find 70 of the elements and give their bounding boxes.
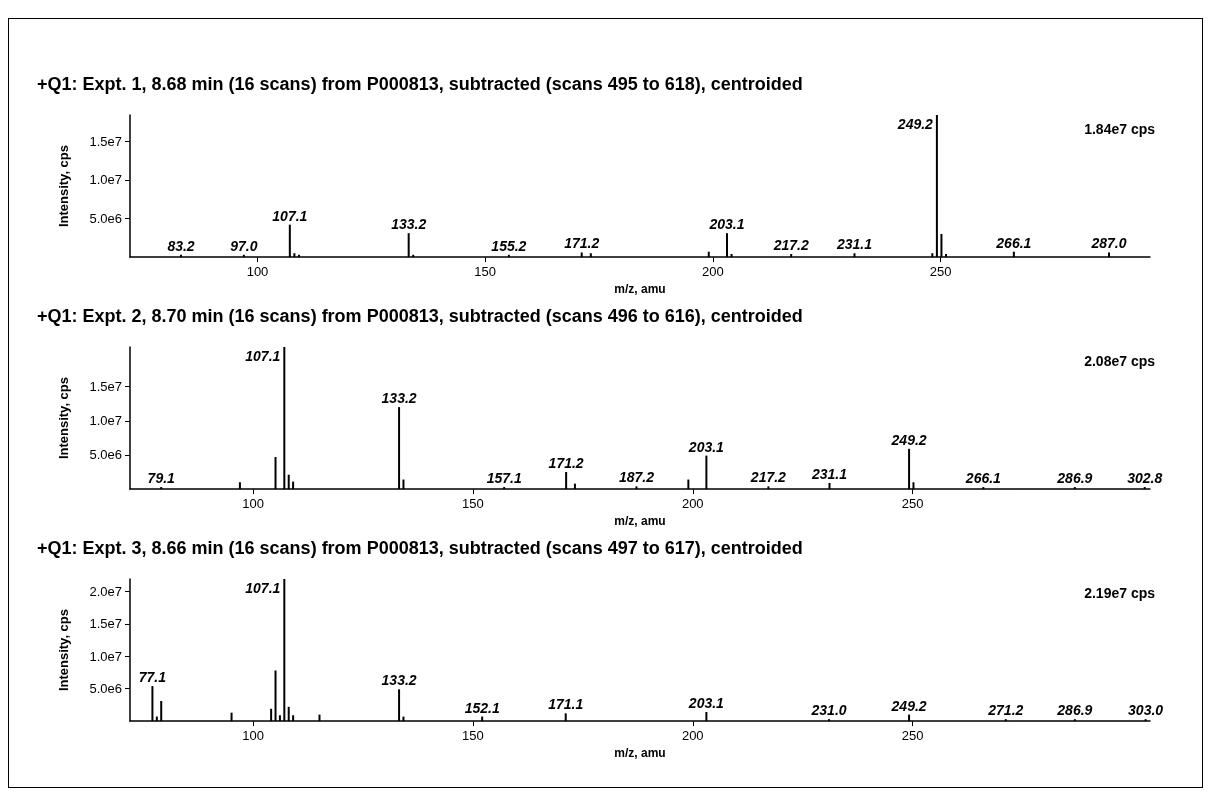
x-tick-label: 150	[474, 264, 497, 280]
y-axis-title: Intensity, cps	[56, 376, 71, 460]
annotation: 203.1	[687, 695, 725, 712]
annotation: 171.1	[548, 696, 584, 713]
chart-title: +Q1: Expt. 3, 8.66 min (16 scans) from P000813, subtracted (scans 497 to 617), centroided	[37, 538, 803, 558]
y-tick-label: 5.0e6	[89, 210, 122, 226]
x-axis-title: m/z, amu	[614, 746, 666, 760]
y-tick-label: 1.0e7	[89, 413, 122, 429]
annotation: 286.9	[1056, 470, 1093, 487]
x-tick-label: 100	[242, 728, 264, 744]
annotation: 2.08e7 cps	[1084, 353, 1156, 369]
annotation: 231.0	[810, 702, 847, 719]
annotation: 107.1	[272, 207, 308, 224]
y-tick-label: 1.0e7	[89, 648, 122, 664]
x-tick-label: 150	[462, 728, 484, 744]
y-axis-title: Intensity, cps	[56, 144, 71, 228]
y-tick-label: 2.0e7	[89, 583, 122, 599]
y-tick-label: 1.5e7	[89, 133, 122, 149]
annotation: 155.2	[491, 237, 527, 254]
annotation: 271.2	[987, 702, 1024, 719]
annotation: 187.2	[618, 469, 655, 486]
annotation: 157.1	[486, 470, 522, 487]
annotation: 286.9	[1056, 702, 1093, 719]
chart-title: +Q1: Expt. 1, 8.68 min (16 scans) from P000813, subtracted (scans 495 to 618), centroided	[37, 74, 803, 94]
annotation: 2.19e7 cps	[1084, 585, 1156, 601]
y-axis-title: Intensity, cps	[56, 608, 71, 692]
annotation: 287.0	[1090, 235, 1127, 252]
annotation: 133.2	[381, 672, 417, 689]
annotation: 217.2	[749, 469, 787, 486]
annotation: 231.1	[835, 236, 873, 253]
x-tick-label: 200	[702, 264, 724, 280]
x-tick-label: 200	[681, 728, 704, 744]
y-tick-label: 1.5e7	[89, 616, 122, 632]
annotation: 302.8	[1127, 470, 1163, 487]
annotation: 203.1	[687, 438, 725, 455]
annotation: 266.1	[964, 470, 1002, 487]
x-tick-label: 250	[929, 264, 952, 280]
annotation: 152.1	[464, 699, 500, 716]
chart-title: +Q1: Expt. 2, 8.70 min (16 scans) from P000813, subtracted (scans 496 to 616), centroided	[37, 306, 803, 326]
annotation: 249.2	[896, 116, 934, 132]
x-tick-label: 100	[246, 264, 269, 280]
y-tick-label: 5.0e6	[89, 681, 122, 697]
annotation: 133.2	[391, 216, 427, 233]
x-tick-label: 250	[901, 496, 924, 512]
x-tick-label: 200	[681, 496, 704, 512]
annotation: 133.2	[381, 390, 417, 407]
annotation: 97.0	[230, 237, 258, 254]
annotation: 83.2	[167, 237, 195, 254]
annotation: 107.1	[245, 580, 281, 596]
x-axis-title: m/z, amu	[614, 282, 666, 296]
y-tick-label: 5.0e6	[89, 447, 122, 463]
annotation: 203.1	[708, 216, 745, 233]
annotation: 249.2	[890, 697, 927, 714]
annotation: 249.2	[890, 431, 927, 448]
annotation: 77.1	[138, 669, 167, 686]
annotation: 217.2	[772, 237, 809, 254]
x-tick-label: 100	[242, 496, 264, 512]
annotation: 171.2	[564, 235, 600, 252]
annotation: 107.1	[245, 348, 281, 364]
x-tick-label: 150	[462, 496, 484, 512]
x-axis-title: m/z, amu	[614, 514, 666, 528]
annotation: 303.0	[1128, 702, 1164, 719]
annotation: 1.84e7 cps	[1084, 121, 1156, 137]
y-tick-label: 1.5e7	[89, 379, 122, 395]
annotation: 266.1	[995, 234, 1032, 251]
y-tick-label: 1.0e7	[89, 172, 122, 188]
annotation: 231.1	[810, 465, 848, 482]
annotation: 79.1	[147, 470, 176, 487]
x-tick-label: 250	[901, 728, 924, 744]
annotation: 171.2	[548, 455, 584, 472]
